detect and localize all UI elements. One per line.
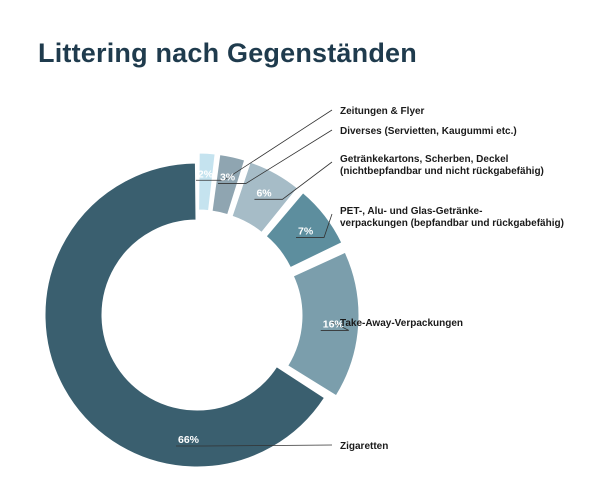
slice-2 xyxy=(265,192,343,269)
slice-name-label: Take-Away-Verpackungen xyxy=(340,318,463,329)
slice-leader-line xyxy=(320,321,349,331)
slice-percent-label: 3% xyxy=(220,171,236,183)
slice-percent-label: 16% xyxy=(323,318,345,330)
slice-1 xyxy=(287,251,360,397)
slice-percent-label: 2% xyxy=(198,168,214,180)
slice-percent-label: 7% xyxy=(298,225,314,237)
slice-name-label: Zigaretten xyxy=(340,441,388,452)
slice-leader-line xyxy=(176,444,333,447)
slice-percent-label: 66% xyxy=(178,434,200,446)
slice-0 xyxy=(44,162,326,468)
slice-leader-line xyxy=(296,213,333,238)
slice-percent-label: 6% xyxy=(256,187,272,199)
slice-5 xyxy=(198,152,216,212)
slice-leader-line xyxy=(217,129,333,184)
slice-name-label: Diverses (Servietten, Kaugummi etc.) xyxy=(340,126,517,137)
chart-title: Littering nach Gegenständen xyxy=(38,38,417,68)
slice-4 xyxy=(211,154,246,216)
slice-leader-line xyxy=(254,161,333,200)
slice-name-label: Getränkekartons, Scherben, Deckel (nichtb… xyxy=(340,154,544,177)
slice-name-label: Zeitungen & Flyer xyxy=(340,106,425,117)
slice-name-label: PET-, Alu- und Glas-Getränke-verpackunge… xyxy=(340,206,564,229)
slice-leader-line xyxy=(195,109,333,181)
slice-3 xyxy=(231,161,299,234)
